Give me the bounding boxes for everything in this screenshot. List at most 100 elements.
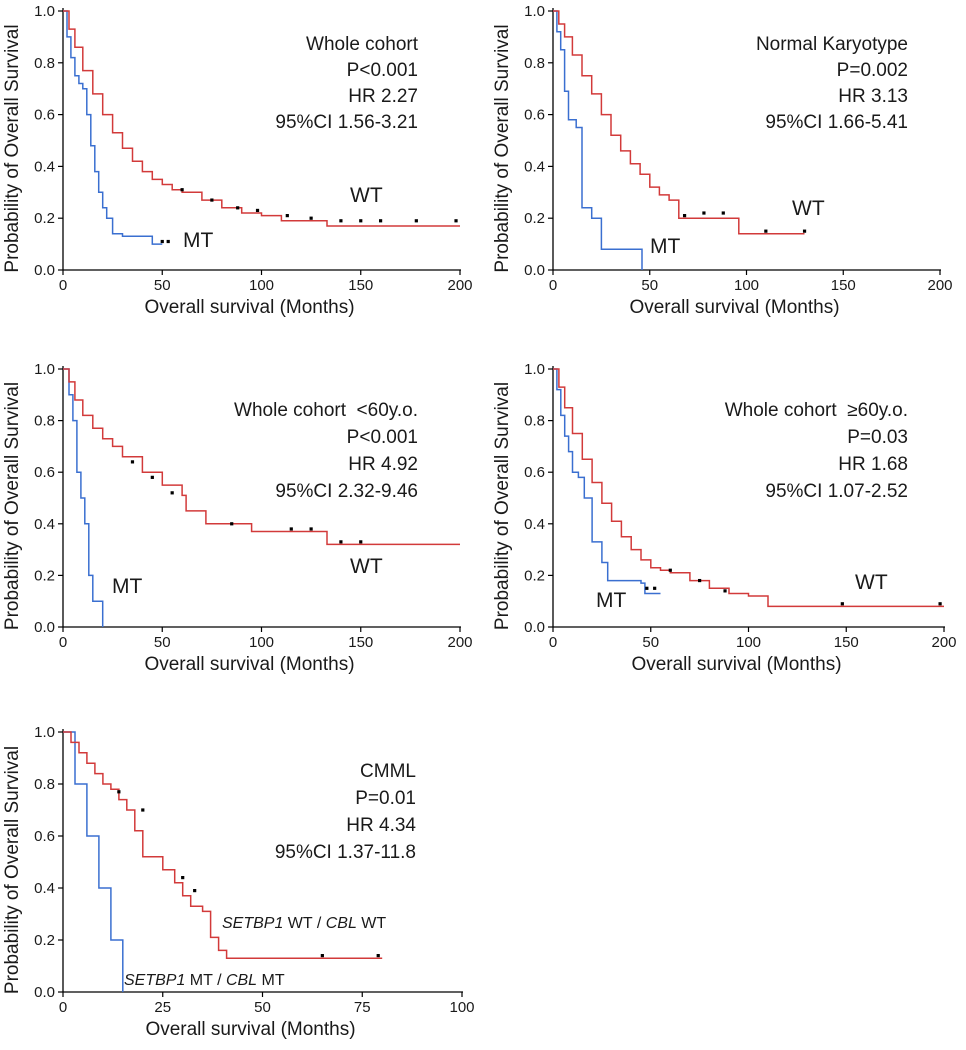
censor-mark bbox=[359, 219, 363, 223]
y-tick-label: 0.2 bbox=[524, 567, 545, 584]
annotation-line: P=0.002 bbox=[837, 60, 908, 81]
censor-mark bbox=[339, 219, 343, 223]
censor-mark bbox=[802, 229, 807, 233]
censor-mark bbox=[702, 211, 706, 215]
annotation-line: Whole cohort <60y.o. bbox=[234, 400, 418, 421]
censor-mark bbox=[668, 568, 672, 572]
censor-mark bbox=[210, 198, 214, 202]
annotation-line: 95%CI 1.66-5.41 bbox=[765, 112, 908, 133]
x-tick-label: 0 bbox=[549, 277, 557, 294]
km-panel-2: 0 50 100 150 200 0.0 0.2 0.4 0.6 0.8 1.0 Overall su… bbox=[492, 3, 953, 318]
stats-annotation: Whole cohort ≥60y.o. P=0.03 HR 1.68 95%CI 1… bbox=[725, 400, 908, 502]
censor-mark bbox=[236, 206, 240, 210]
status-text: MT bbox=[257, 972, 285, 989]
stats-annotation: Whole cohort <60y.o. P<0.001 HR 4.92 95%CI … bbox=[234, 400, 418, 502]
annotation-line: Normal Karyotype bbox=[756, 34, 908, 55]
group-label-mt: MT bbox=[183, 229, 213, 252]
axes: 0 50 100 150 200 0.0 0.2 0.4 0.6 0.8 1.0 bbox=[524, 3, 952, 294]
y-tick-label: 0.2 bbox=[524, 210, 545, 227]
x-tick-label: 50 bbox=[254, 999, 271, 1016]
censor-mark bbox=[180, 188, 184, 192]
annotation-line: 95%CI 1.07-2.52 bbox=[765, 481, 908, 502]
x-tick-label: 0 bbox=[59, 277, 67, 294]
x-axis-title: Overall survival (Months) bbox=[144, 297, 354, 318]
y-tick-label: 0.0 bbox=[34, 984, 55, 1001]
y-tick-label: 0.8 bbox=[34, 55, 55, 72]
km-panel-5: 0 25 50 75 100 0.0 0.2 0.4 0.6 0.8 1.0 Overall surv… bbox=[2, 724, 475, 1040]
x-axis-title: Overall survival (Months) bbox=[145, 1019, 355, 1040]
annotation-line: HR 4.92 bbox=[348, 454, 418, 475]
y-tick-label: 0.0 bbox=[34, 619, 55, 636]
group-label-wt: WT bbox=[350, 555, 383, 578]
km-curve-wt bbox=[553, 10, 805, 235]
stats-annotation: Normal Karyotype P=0.002 HR 3.13 95%CI 1.66… bbox=[756, 34, 908, 133]
x-tick-label: 0 bbox=[59, 634, 67, 651]
y-tick-label: 0.6 bbox=[34, 107, 55, 124]
y-tick-label: 1.0 bbox=[524, 361, 545, 378]
km-panels: 0 50 100 150 200 0.0 0.2 0.4 0.6 0.8 1.0 Overall su… bbox=[2, 3, 957, 1040]
annotation-line: Whole cohort bbox=[306, 34, 419, 55]
x-axis-title: Overall survival (Months) bbox=[629, 297, 839, 318]
group-label-wt: WT bbox=[855, 571, 888, 594]
censor-mark bbox=[117, 790, 121, 794]
x-tick-label: 150 bbox=[834, 634, 859, 651]
km-curve-wt bbox=[63, 10, 460, 227]
x-tick-label: 100 bbox=[249, 634, 274, 651]
censor-mark bbox=[289, 527, 293, 531]
y-axis-title: Probability of Overall Survival bbox=[2, 24, 23, 272]
y-tick-label: 0.4 bbox=[34, 158, 55, 175]
x-tick-label: 200 bbox=[447, 277, 472, 294]
km-curve-mt bbox=[553, 10, 643, 270]
axes: 0 25 50 75 100 0.0 0.2 0.4 0.6 0.8 1.0 bbox=[34, 724, 474, 1016]
censor-mark bbox=[170, 491, 174, 495]
y-tick-label: 0.0 bbox=[524, 262, 545, 279]
censor-mark bbox=[309, 216, 313, 220]
censor-mark bbox=[181, 876, 185, 880]
censor-mark bbox=[141, 808, 145, 812]
y-tick-label: 0.2 bbox=[34, 210, 55, 227]
x-tick-label: 50 bbox=[154, 634, 171, 651]
y-tick-label: 0.4 bbox=[34, 516, 55, 533]
km-curve-mt bbox=[63, 368, 104, 627]
gene-name: SETBP1 bbox=[222, 915, 283, 932]
x-tick-label: 0 bbox=[59, 999, 67, 1016]
km-curve-wt bbox=[553, 368, 944, 608]
censor-mark bbox=[230, 522, 234, 526]
censor-mark bbox=[309, 527, 313, 531]
x-tick-label: 50 bbox=[642, 634, 659, 651]
annotation-line: CMML bbox=[360, 761, 416, 782]
axes: 0 50 100 150 200 0.0 0.2 0.4 0.6 0.8 1.0 bbox=[34, 3, 472, 294]
stats-annotation: Whole cohort P<0.001 HR 2.27 95%CI 1.56-3.2… bbox=[275, 34, 418, 133]
censor-mark bbox=[454, 219, 458, 223]
annotation-line: HR 3.13 bbox=[838, 86, 908, 107]
y-tick-label: 0.8 bbox=[34, 413, 55, 430]
x-tick-label: 100 bbox=[449, 999, 474, 1016]
status-text: WT bbox=[357, 915, 387, 932]
censor-mark bbox=[359, 540, 363, 544]
annotation-line: HR 1.68 bbox=[838, 454, 908, 475]
x-tick-label: 100 bbox=[249, 277, 274, 294]
censor-mark bbox=[160, 239, 164, 244]
y-tick-label: 0.8 bbox=[524, 55, 545, 72]
censor-mark bbox=[682, 214, 687, 218]
censor-mark bbox=[193, 889, 197, 893]
x-tick-label: 50 bbox=[641, 277, 658, 294]
y-axis-title: Probability of Overall Survival bbox=[2, 382, 23, 630]
x-axis-title: Overall survival (Months) bbox=[144, 654, 354, 675]
km-panel-3: 0 50 100 150 200 0.0 0.2 0.4 0.6 0.8 1.0 Overall su… bbox=[2, 361, 473, 675]
y-tick-label: 0.6 bbox=[34, 828, 55, 845]
censor-mark bbox=[414, 219, 418, 223]
y-tick-label: 0.2 bbox=[34, 932, 55, 949]
censor-mark bbox=[130, 460, 135, 464]
km-curve-wt bbox=[63, 368, 460, 546]
x-tick-label: 75 bbox=[354, 999, 371, 1016]
y-tick-label: 0.2 bbox=[34, 567, 55, 584]
censor-mark bbox=[764, 229, 768, 233]
y-tick-label: 0.8 bbox=[524, 413, 545, 430]
y-tick-label: 0.4 bbox=[524, 516, 545, 533]
annotation-line: 95%CI 1.56-3.21 bbox=[275, 112, 418, 133]
censor-mark bbox=[653, 586, 657, 590]
status-text: MT / bbox=[185, 972, 226, 989]
km-panel-4: 0 50 100 150 200 0.0 0.2 0.4 0.6 0.8 1.0 Overall su… bbox=[492, 361, 957, 675]
x-tick-label: 150 bbox=[348, 277, 373, 294]
